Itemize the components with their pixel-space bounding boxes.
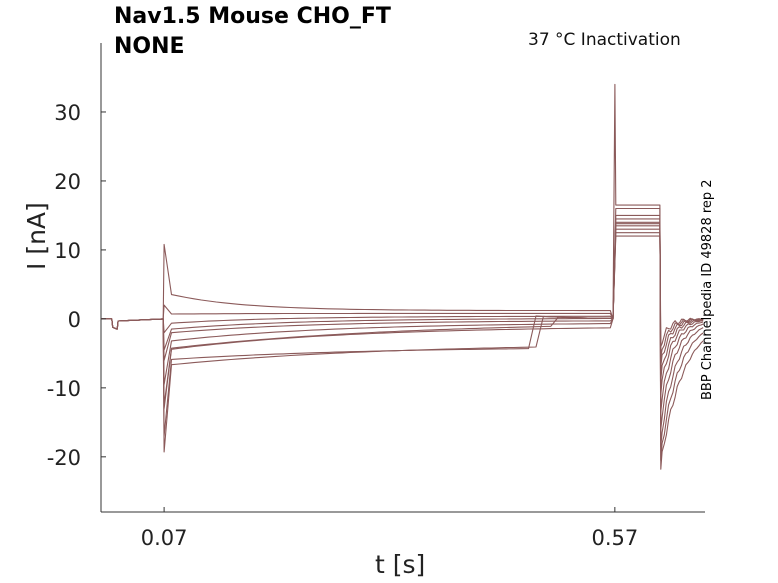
axes bbox=[100, 43, 705, 513]
current-trace-9 bbox=[101, 235, 704, 453]
current-trace-7 bbox=[101, 228, 704, 410]
ticks: 30 20 10 0 -10 -20 0.07 0.57 bbox=[47, 101, 639, 550]
chart-subtitle: NONE bbox=[114, 34, 185, 59]
x-tick-label: 0.07 bbox=[141, 526, 188, 550]
y-tick-label: -10 bbox=[47, 377, 81, 401]
current-trace-10 bbox=[101, 223, 704, 406]
y-tick-label: 20 bbox=[54, 170, 81, 194]
current-trace-8 bbox=[101, 232, 704, 437]
chart-title: Nav1.5 Mouse CHO_FT bbox=[114, 4, 391, 29]
x-tick-label: 0.57 bbox=[591, 526, 638, 550]
channelpedia-id-label: BBP Channelpedia ID 49828 rep 2 bbox=[700, 179, 715, 400]
current-trace-6 bbox=[101, 225, 704, 396]
current-trace-3 bbox=[101, 214, 704, 448]
current-trace-2 bbox=[101, 207, 704, 461]
y-tick-label: -20 bbox=[47, 446, 81, 470]
current-trace-4 bbox=[101, 218, 704, 430]
y-tick-label: 30 bbox=[54, 101, 81, 125]
traces bbox=[101, 83, 704, 470]
current-trace-1 bbox=[101, 83, 704, 470]
x-axis-label: t [s] bbox=[375, 550, 426, 579]
current-trace-5 bbox=[101, 221, 704, 413]
condition-label: 37 °C Inactivation bbox=[528, 30, 681, 50]
y-axis-label: I [nA] bbox=[22, 202, 51, 270]
y-tick-label: 10 bbox=[54, 239, 81, 263]
y-tick-label: 0 bbox=[68, 308, 81, 332]
